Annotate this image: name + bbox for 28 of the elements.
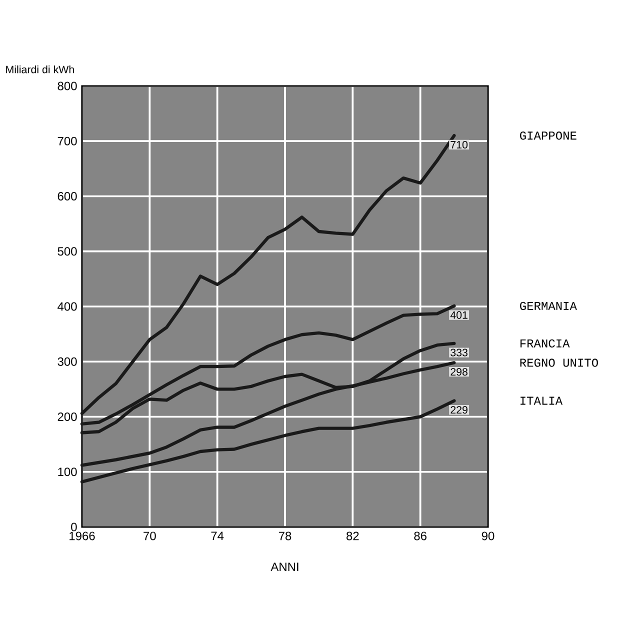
data-label: 710 bbox=[450, 140, 468, 148]
y-tick-label: 200 bbox=[58, 412, 77, 422]
data-label: 401 bbox=[450, 311, 468, 319]
x-tick-label: 70 bbox=[144, 532, 156, 540]
y-tick-label: 800 bbox=[58, 82, 77, 90]
x-tick-label: 1966 bbox=[70, 532, 95, 540]
data-label: 333 bbox=[450, 348, 468, 356]
x-tick-label: 74 bbox=[211, 532, 224, 540]
x-axis-title: ANNI bbox=[270, 562, 298, 571]
text: GIAPPONE bbox=[520, 132, 576, 140]
x-tick-label: 86 bbox=[414, 532, 426, 540]
y-tick-label: 300 bbox=[58, 357, 77, 366]
y-axis-title: Miliardi di kWh bbox=[6, 65, 74, 74]
x-tick-label: 82 bbox=[346, 532, 359, 540]
text: GERMANIA bbox=[520, 302, 577, 310]
x-tick-label: 78 bbox=[278, 532, 292, 540]
y-tick-label: 400 bbox=[58, 302, 77, 311]
data-label: 229 bbox=[450, 406, 468, 414]
text: ITALIA bbox=[520, 396, 563, 405]
y-tick-label: 600 bbox=[58, 192, 77, 201]
x-tick-label: 90 bbox=[482, 532, 494, 540]
text: FRANCIA bbox=[520, 339, 570, 348]
y-tick-label: 100 bbox=[58, 468, 77, 476]
y-tick-label: 700 bbox=[58, 136, 77, 146]
data-label: 298 bbox=[450, 368, 468, 376]
y-tick-label: 500 bbox=[58, 247, 77, 256]
y-tick-label: 0 bbox=[71, 522, 77, 532]
text: REGNO UNITO bbox=[520, 358, 598, 367]
